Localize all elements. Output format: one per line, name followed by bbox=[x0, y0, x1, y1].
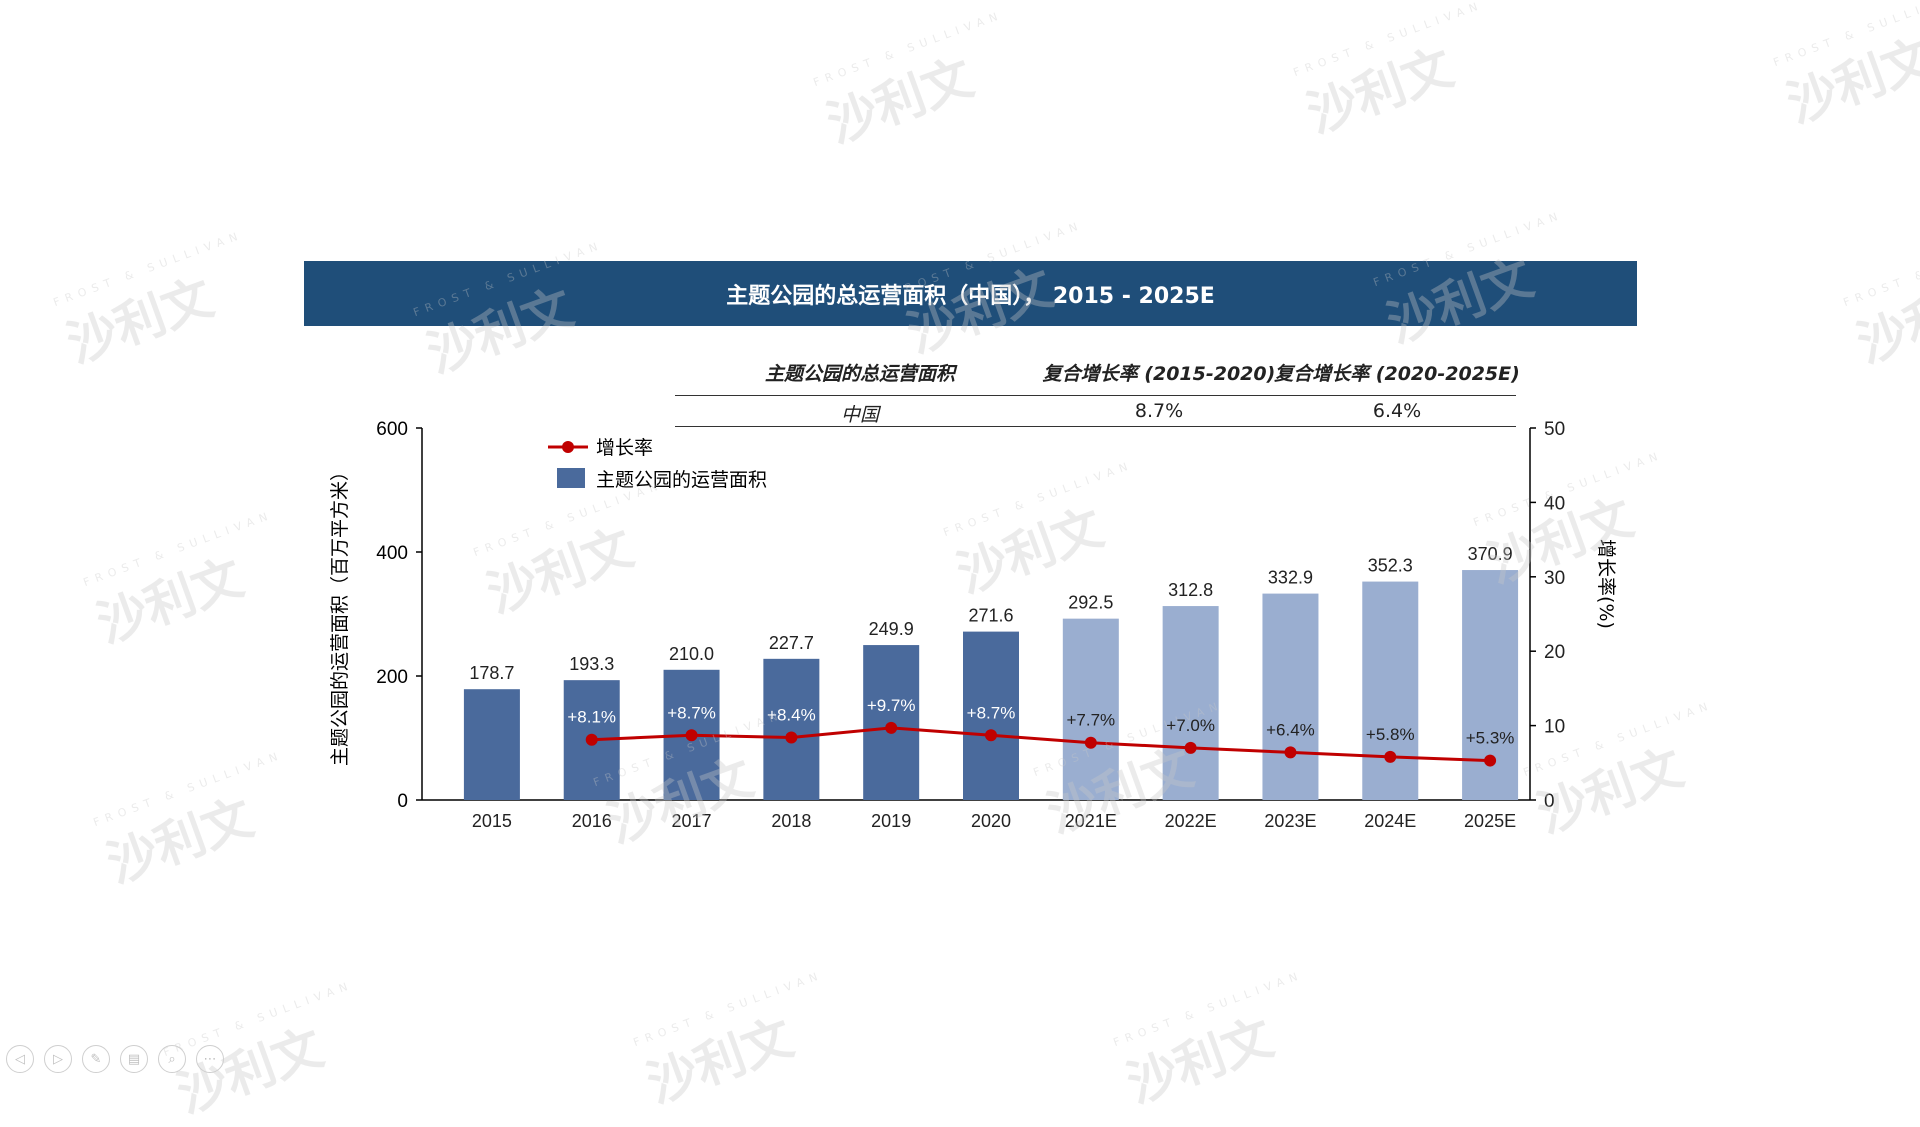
bar-value-label: 332.9 bbox=[1268, 568, 1313, 588]
y-tick-label: 200 bbox=[376, 667, 408, 688]
y-tick-label: 600 bbox=[376, 419, 408, 440]
growth-label: +5.3% bbox=[1466, 729, 1515, 748]
x-tick-label: 2018 bbox=[771, 811, 811, 831]
bar-value-label: 271.6 bbox=[968, 606, 1013, 626]
bar-value-label: 292.5 bbox=[1068, 593, 1113, 613]
growth-line bbox=[591, 726, 1491, 763]
growth-point bbox=[585, 733, 598, 746]
next-icon[interactable]: ▷ bbox=[44, 1045, 72, 1073]
growth-label: +8.1% bbox=[567, 708, 616, 727]
y2-tick-label: 40 bbox=[1544, 493, 1565, 514]
growth-point bbox=[1284, 746, 1297, 759]
growth-point bbox=[985, 729, 997, 742]
growth-label: +9.7% bbox=[867, 696, 916, 715]
growth-label: +6.4% bbox=[1266, 720, 1315, 739]
growth-label: +7.0% bbox=[1166, 716, 1215, 735]
x-tick-label: 2025E bbox=[1464, 811, 1516, 831]
growth-label: +5.8% bbox=[1366, 725, 1415, 744]
growth-point bbox=[1084, 736, 1097, 749]
x-tick-label: 2017 bbox=[672, 811, 712, 831]
legend-line-marker bbox=[562, 441, 574, 453]
y-axis-title: 主题公园的运营面积（百万平方米） bbox=[329, 462, 351, 766]
growth-label: +8.4% bbox=[767, 706, 816, 725]
growth-label: +8.7% bbox=[667, 703, 716, 722]
y-tick-label: 400 bbox=[376, 543, 408, 564]
x-tick-label: 2021E bbox=[1065, 811, 1117, 831]
x-tick-label: 2015 bbox=[472, 811, 512, 831]
more-icon[interactable]: ⋯ bbox=[196, 1045, 224, 1073]
growth-point bbox=[685, 729, 698, 742]
pen-icon[interactable]: ✎ bbox=[82, 1045, 110, 1073]
growth-point bbox=[885, 721, 898, 734]
bar-value-label: 352.3 bbox=[1368, 556, 1413, 576]
y2-tick-label: 10 bbox=[1544, 717, 1565, 738]
bar bbox=[463, 689, 520, 800]
bar-value-label: 312.8 bbox=[1168, 580, 1213, 600]
legend-bar-label: 主题公园的运营面积 bbox=[596, 469, 767, 491]
x-tick-label: 2022E bbox=[1165, 811, 1217, 831]
y2-tick-label: 20 bbox=[1544, 642, 1565, 663]
x-tick-label: 2016 bbox=[572, 811, 612, 831]
growth-label: +8.7% bbox=[967, 703, 1016, 722]
bar-value-label: 370.9 bbox=[1468, 544, 1513, 564]
chart-area: 0 200 400 600 0 10 20 30 40 50 主题公园的运营面积（百万平方米） 增长率… bbox=[329, 419, 1617, 831]
growth-point bbox=[1184, 741, 1197, 754]
growth-label: +7.7% bbox=[1066, 711, 1115, 730]
x-tick-label: 2020 bbox=[971, 811, 1011, 831]
bar bbox=[1062, 618, 1119, 800]
slide-nav-bar: ◁ ▷ ✎ ▤ ⌕ ⋯ bbox=[6, 1045, 224, 1073]
bar bbox=[763, 658, 820, 800]
bar bbox=[1262, 593, 1319, 800]
bar-value-label: 227.7 bbox=[769, 633, 814, 653]
growth-point bbox=[785, 731, 798, 744]
bar-value-label: 210.0 bbox=[669, 644, 714, 664]
x-tick-label: 2024E bbox=[1364, 811, 1416, 831]
growth-point bbox=[1484, 754, 1497, 767]
bar-value-label: 193.3 bbox=[569, 654, 614, 674]
y2-tick-label: 30 bbox=[1544, 568, 1565, 589]
bar bbox=[1162, 606, 1219, 800]
y2-tick-label: 0 bbox=[1544, 791, 1555, 812]
legend-line-label: 增长率 bbox=[596, 437, 653, 459]
y-tick-label: 0 bbox=[397, 791, 408, 812]
bar-value-label: 249.9 bbox=[869, 619, 914, 639]
growth-point bbox=[1384, 750, 1397, 763]
y2-axis-title: 增长率(%) bbox=[1595, 539, 1617, 629]
x-tick-label: 2023E bbox=[1264, 811, 1316, 831]
legend-bar-swatch bbox=[557, 468, 585, 488]
y2-tick-label: 50 bbox=[1544, 419, 1565, 440]
bar bbox=[1362, 581, 1419, 800]
bar-value-label: 178.7 bbox=[469, 663, 514, 683]
bar bbox=[963, 631, 1019, 800]
x-tick-label: 2019 bbox=[871, 811, 911, 831]
zoom-icon[interactable]: ⌕ bbox=[158, 1045, 186, 1073]
slides-icon[interactable]: ▤ bbox=[120, 1045, 148, 1073]
prev-icon[interactable]: ◁ bbox=[6, 1045, 34, 1073]
chart-title: 主题公园的总运营面积（中国）， 2015 - 2025E bbox=[304, 261, 1637, 326]
